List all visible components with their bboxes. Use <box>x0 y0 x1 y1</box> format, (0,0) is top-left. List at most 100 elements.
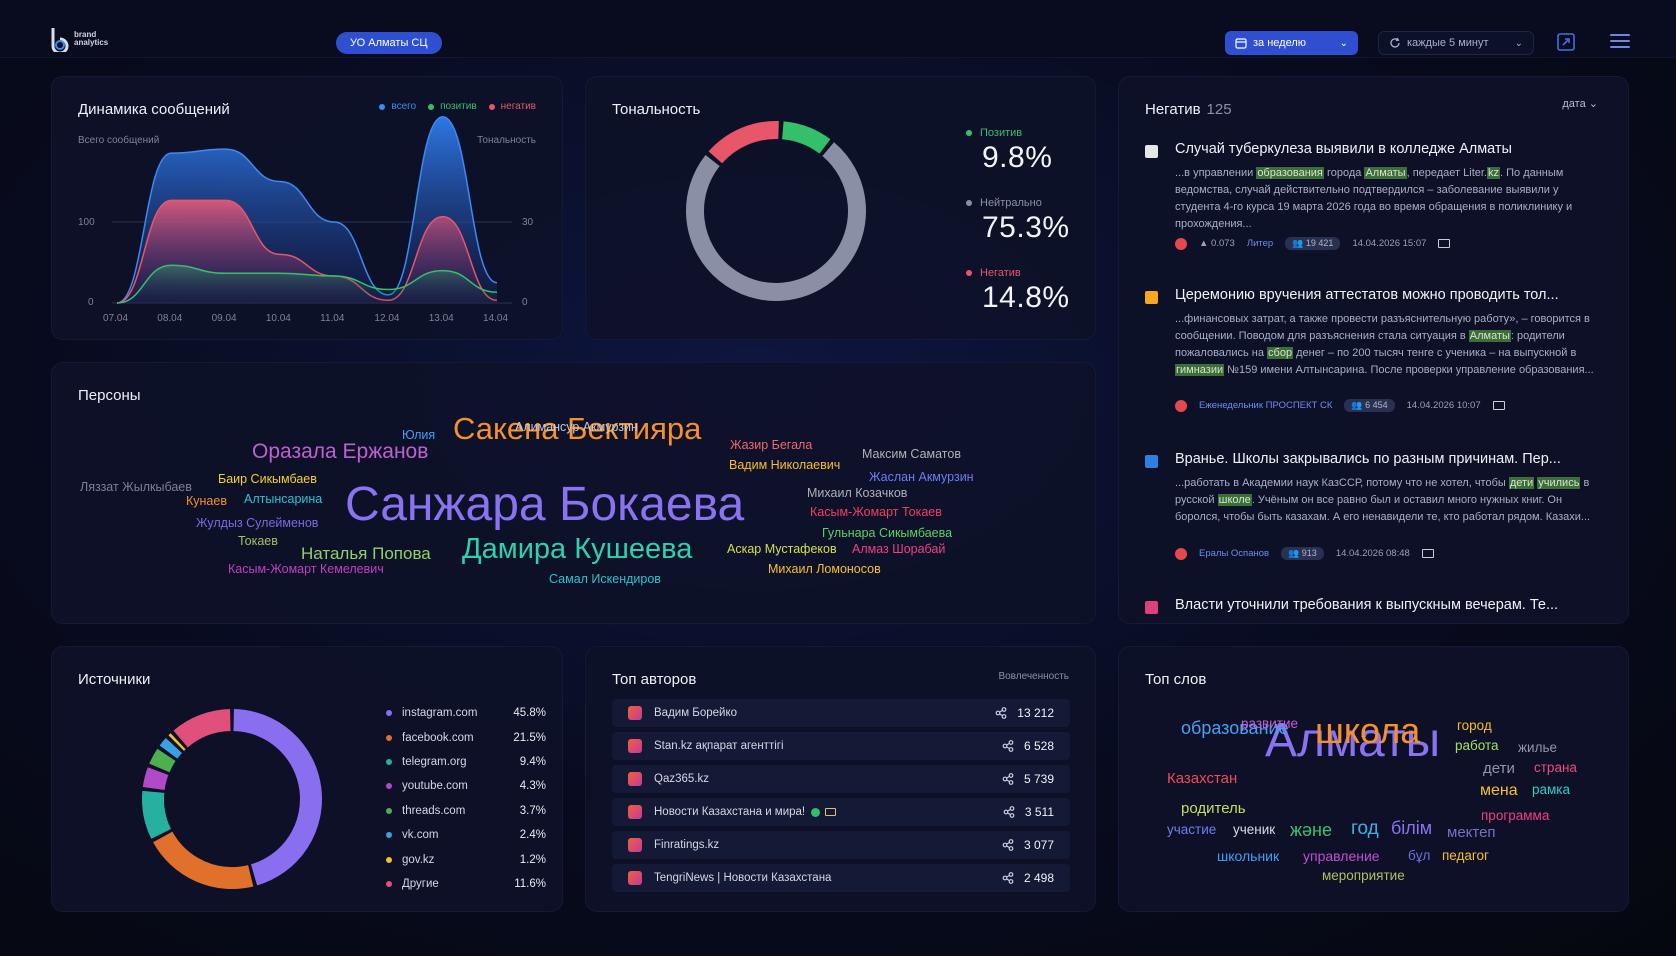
source-row[interactable]: youtube.com 4.3% <box>386 774 546 798</box>
top-word[interactable]: школьник <box>1217 848 1280 864</box>
person-name[interactable]: Алимансур Акмурзин <box>515 420 638 434</box>
person-name[interactable]: Максим Саматов <box>862 447 961 461</box>
author-row[interactable]: Новости Казахстана и мира! 3 511 <box>612 798 1070 826</box>
top-word[interactable]: развитие <box>1241 716 1298 731</box>
top-word[interactable]: родитель <box>1181 800 1246 817</box>
author-row[interactable]: Вадим Борейко 13 212 <box>612 699 1070 727</box>
tonality-segment-0[interactable] <box>708 121 779 164</box>
person-name[interactable]: Оразала Ержанов <box>252 440 429 463</box>
person-name[interactable]: Сакена Бектияра <box>453 411 702 446</box>
author-row[interactable]: Stan.kz ақпарат агенттігі 6 528 <box>612 732 1070 760</box>
tonality-segment-1[interactable] <box>781 121 831 154</box>
source-segment-7[interactable] <box>173 709 231 748</box>
source-segment-1[interactable] <box>153 831 254 889</box>
top-word[interactable]: участие <box>1167 822 1217 837</box>
person-name[interactable]: Жулдыз Сулейменов <box>196 516 319 530</box>
person-name[interactable]: Аскар Мустафеков <box>727 542 837 556</box>
person-name[interactable]: Дамира Кушеева <box>462 533 693 565</box>
source-segment-2[interactable] <box>142 790 172 839</box>
top-word[interactable]: работа <box>1455 738 1499 753</box>
top-word[interactable]: рамка <box>1532 782 1571 797</box>
person-name[interactable]: Вадим Николаевич <box>729 458 841 472</box>
person-name[interactable]: Гульнара Сикымбаева <box>822 526 953 540</box>
tonality-segment-2[interactable] <box>686 142 866 301</box>
author-name[interactable]: Новости Казахстана и мира! <box>654 806 806 818</box>
author-row[interactable]: Finratings.kz 3 077 <box>612 831 1070 859</box>
source-row[interactable]: vk.com 2.4% <box>386 823 546 847</box>
mail-icon[interactable] <box>1438 239 1451 248</box>
top-word[interactable]: школа <box>1315 710 1421 751</box>
source-segment-4[interactable] <box>149 748 176 773</box>
person-name[interactable]: Баир Сикымбаев <box>218 472 317 486</box>
top-word[interactable]: және <box>1290 820 1333 840</box>
news-title[interactable]: Случай туберкулеза выявили в колледже Ал… <box>1175 141 1512 157</box>
top-word[interactable]: педагог <box>1442 848 1489 863</box>
source-row[interactable]: instagram.com 45.8% <box>386 701 546 725</box>
source-row[interactable]: telegram.org 9.4% <box>386 750 546 774</box>
author-name[interactable]: TengriNews | Новости Казахстана <box>654 872 832 884</box>
top-word[interactable]: мероприятие <box>1322 868 1405 883</box>
fullscreen-icon[interactable] <box>1556 32 1576 52</box>
person-name[interactable]: Кунаев <box>186 494 227 508</box>
source-row[interactable]: Другие 11.6% <box>386 872 546 896</box>
source-segment-3[interactable] <box>142 767 169 791</box>
person-name[interactable]: Ляззат Жылкыбаев <box>80 480 192 494</box>
mail-icon[interactable] <box>1421 549 1434 558</box>
author-row[interactable]: Qaz365.kz 5 739 <box>612 765 1070 793</box>
source-segment-0[interactable] <box>233 709 322 886</box>
legend-item-negative[interactable]: негатив <box>488 101 536 112</box>
top-word[interactable]: мектеп <box>1447 824 1496 841</box>
mail-icon[interactable] <box>1492 401 1505 410</box>
top-word[interactable]: білім <box>1391 818 1433 838</box>
author-row[interactable]: TengriNews | Новости Казахстана 2 498 <box>612 864 1070 892</box>
top-word[interactable]: мена <box>1480 782 1518 799</box>
person-name[interactable]: Наталья Попова <box>301 544 431 563</box>
source-row[interactable]: gov.kz 1.2% <box>386 847 546 871</box>
menu-icon[interactable] <box>1610 34 1630 50</box>
news-source-link[interactable]: Литер <box>1246 238 1274 249</box>
top-word[interactable]: Алматы <box>1265 714 1441 767</box>
top-word[interactable]: бұл <box>1408 848 1431 863</box>
top-word[interactable]: город <box>1457 718 1492 733</box>
source-segment-5[interactable] <box>159 738 183 759</box>
author-name[interactable]: Qaz365.kz <box>654 773 709 785</box>
news-item[interactable]: Власти уточнили требования к выпускным в… <box>1145 597 1605 623</box>
top-word[interactable]: страна <box>1534 760 1577 775</box>
news-title[interactable]: Церемонию вручения аттестатов можно пров… <box>1175 287 1559 303</box>
legend-item-total[interactable]: всего <box>379 101 416 112</box>
person-name[interactable]: Самал Искендиров <box>549 572 661 586</box>
sort-dropdown[interactable]: дата ⌄ <box>1562 98 1598 110</box>
top-word[interactable]: дети <box>1483 760 1515 777</box>
person-name[interactable]: Михаил Ломоносов <box>768 562 881 576</box>
top-word[interactable]: жилье <box>1518 740 1557 755</box>
person-name[interactable]: Михаил Козачков <box>807 486 908 500</box>
news-item[interactable]: Случай туберкулеза выявили в колледже Ал… <box>1145 141 1605 271</box>
legend-item-positive[interactable]: позитив <box>428 101 477 112</box>
person-name[interactable]: Алмаз Шорабай <box>852 542 946 556</box>
refresh-interval-dropdown[interactable]: каждые 5 минут ⌄ <box>1378 31 1534 55</box>
news-title[interactable]: Власти уточнили требования к выпускным в… <box>1175 597 1559 613</box>
author-name[interactable]: Stan.kz ақпарат агенттігі <box>654 740 784 752</box>
source-row[interactable]: threads.com 3.7% <box>386 799 546 823</box>
top-word[interactable]: ученик <box>1233 822 1276 837</box>
logo[interactable]: brand analytics <box>50 26 108 52</box>
top-word[interactable]: программа <box>1481 808 1550 823</box>
top-word[interactable]: год <box>1351 818 1379 839</box>
news-item[interactable]: Церемонию вручения аттестатов можно пров… <box>1145 287 1605 427</box>
source-row[interactable]: facebook.com 21.5% <box>386 725 546 749</box>
author-name[interactable]: Finratings.kz <box>654 839 720 851</box>
author-name[interactable]: Вадим Борейко <box>654 707 738 719</box>
person-name[interactable]: Токаев <box>238 534 278 548</box>
org-selector[interactable]: УО Алматы СЦ <box>336 32 442 54</box>
period-dropdown[interactable]: за неделю ⌄ <box>1225 31 1358 55</box>
person-name[interactable]: Санжара Бокаева <box>345 478 745 531</box>
person-name[interactable]: Касым-Жомарт Токаев <box>810 505 942 519</box>
news-title[interactable]: Вранье. Школы закрывались по разным прич… <box>1175 451 1561 467</box>
news-source-link[interactable]: Ералы Оспанов <box>1199 548 1270 559</box>
top-word[interactable]: управление <box>1303 848 1380 864</box>
top-word[interactable]: образование <box>1181 718 1289 738</box>
source-segment-6[interactable] <box>168 733 186 751</box>
person-name[interactable]: Касым-Жомарт Кемелевич <box>228 562 384 576</box>
news-item[interactable]: Вранье. Школы закрывались по разным прич… <box>1145 451 1605 571</box>
person-name[interactable]: Жаслан Акмурзин <box>869 470 974 484</box>
